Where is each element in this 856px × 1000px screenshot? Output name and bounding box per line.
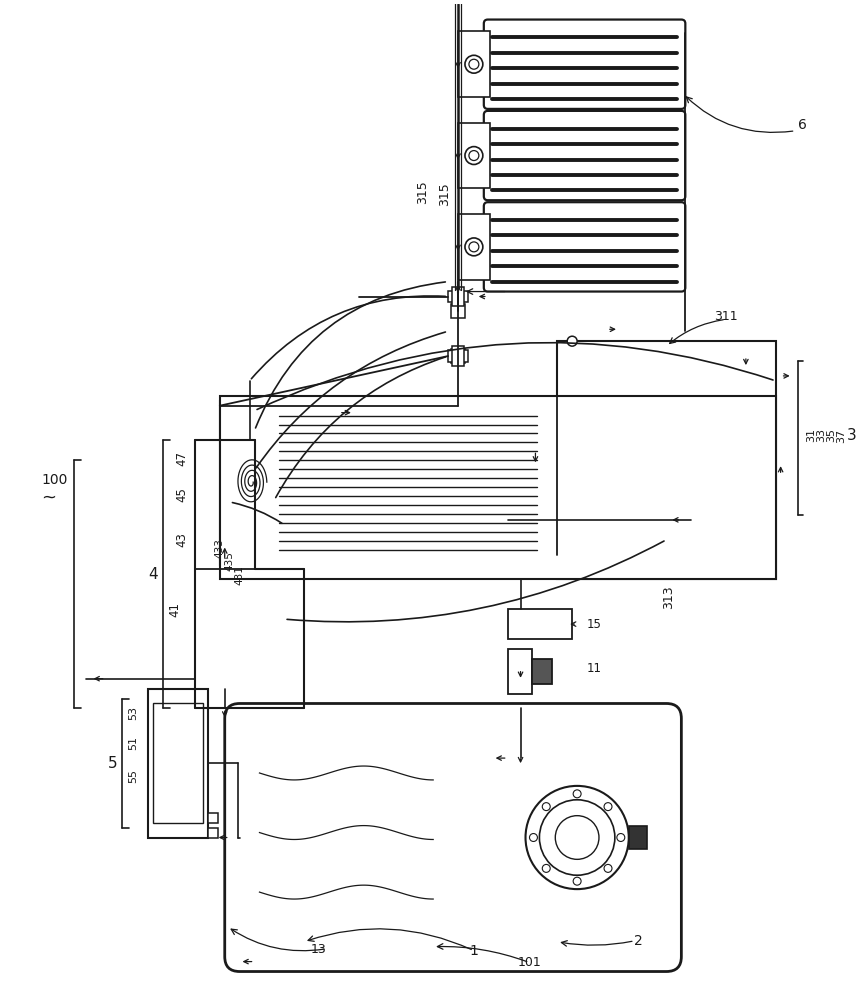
Text: 45: 45 xyxy=(175,488,188,502)
Circle shape xyxy=(465,238,483,256)
Circle shape xyxy=(568,336,577,346)
Circle shape xyxy=(543,803,550,811)
FancyBboxPatch shape xyxy=(484,202,686,292)
Circle shape xyxy=(574,790,581,798)
Circle shape xyxy=(526,473,544,491)
Bar xyxy=(458,123,490,188)
Text: 313: 313 xyxy=(662,585,675,609)
Text: 37: 37 xyxy=(836,428,847,443)
Text: 6: 6 xyxy=(799,118,807,132)
Circle shape xyxy=(520,466,551,498)
Bar xyxy=(148,689,208,838)
Text: 2: 2 xyxy=(634,934,643,948)
Bar xyxy=(458,214,490,280)
FancyArrowPatch shape xyxy=(256,282,445,428)
Circle shape xyxy=(543,864,550,872)
Text: 11: 11 xyxy=(587,662,602,675)
Circle shape xyxy=(604,864,612,872)
Text: 4: 4 xyxy=(148,567,158,582)
Text: 435: 435 xyxy=(225,552,235,571)
FancyArrowPatch shape xyxy=(256,332,445,468)
Text: ~: ~ xyxy=(41,489,56,507)
Bar xyxy=(452,346,464,366)
Bar xyxy=(208,813,217,823)
Text: 31: 31 xyxy=(806,428,817,442)
Text: 33: 33 xyxy=(817,428,826,442)
Text: 43: 43 xyxy=(175,532,188,547)
Text: 100: 100 xyxy=(41,473,68,487)
Text: 41: 41 xyxy=(169,602,181,617)
Bar xyxy=(629,826,646,849)
Bar xyxy=(220,396,776,579)
Circle shape xyxy=(604,803,612,811)
Bar xyxy=(508,649,532,694)
Bar xyxy=(220,401,557,565)
Text: 15: 15 xyxy=(587,618,602,631)
Circle shape xyxy=(264,474,279,490)
Text: 51: 51 xyxy=(128,736,139,750)
Circle shape xyxy=(469,151,479,161)
Circle shape xyxy=(617,834,625,841)
FancyArrowPatch shape xyxy=(287,541,664,622)
Bar xyxy=(452,287,464,306)
Circle shape xyxy=(539,800,615,875)
Text: 1: 1 xyxy=(469,944,479,958)
Text: 35: 35 xyxy=(826,428,836,442)
FancyBboxPatch shape xyxy=(484,111,686,200)
Text: 431: 431 xyxy=(235,566,245,585)
Circle shape xyxy=(258,468,285,496)
FancyArrowPatch shape xyxy=(233,503,282,523)
Circle shape xyxy=(526,786,629,889)
Circle shape xyxy=(465,147,483,164)
Text: 47: 47 xyxy=(175,451,188,466)
Text: 433: 433 xyxy=(215,538,225,558)
Bar xyxy=(208,828,217,838)
Bar xyxy=(451,304,465,318)
FancyArrowPatch shape xyxy=(252,296,445,379)
Bar xyxy=(448,350,468,362)
Bar xyxy=(557,341,776,579)
Text: 55: 55 xyxy=(128,769,139,783)
Text: 3: 3 xyxy=(847,428,856,443)
Text: 5: 5 xyxy=(108,756,117,771)
Text: 101: 101 xyxy=(518,956,541,969)
Bar xyxy=(508,609,572,639)
Circle shape xyxy=(469,242,479,252)
Text: 53: 53 xyxy=(128,706,139,720)
FancyArrowPatch shape xyxy=(276,357,445,498)
FancyArrowPatch shape xyxy=(257,343,773,409)
Circle shape xyxy=(469,59,479,69)
Text: 311: 311 xyxy=(714,310,738,323)
FancyBboxPatch shape xyxy=(484,20,686,109)
Bar xyxy=(448,291,468,302)
Text: 13: 13 xyxy=(312,943,327,956)
Text: 315: 315 xyxy=(437,182,450,206)
Bar xyxy=(451,349,465,363)
Circle shape xyxy=(530,834,538,841)
Bar xyxy=(153,703,203,823)
Bar xyxy=(458,31,490,97)
Bar xyxy=(532,659,552,684)
Circle shape xyxy=(465,55,483,73)
Text: 315: 315 xyxy=(416,180,429,204)
Bar xyxy=(687,470,770,569)
Circle shape xyxy=(574,877,581,885)
FancyBboxPatch shape xyxy=(225,703,681,972)
Circle shape xyxy=(556,816,599,859)
